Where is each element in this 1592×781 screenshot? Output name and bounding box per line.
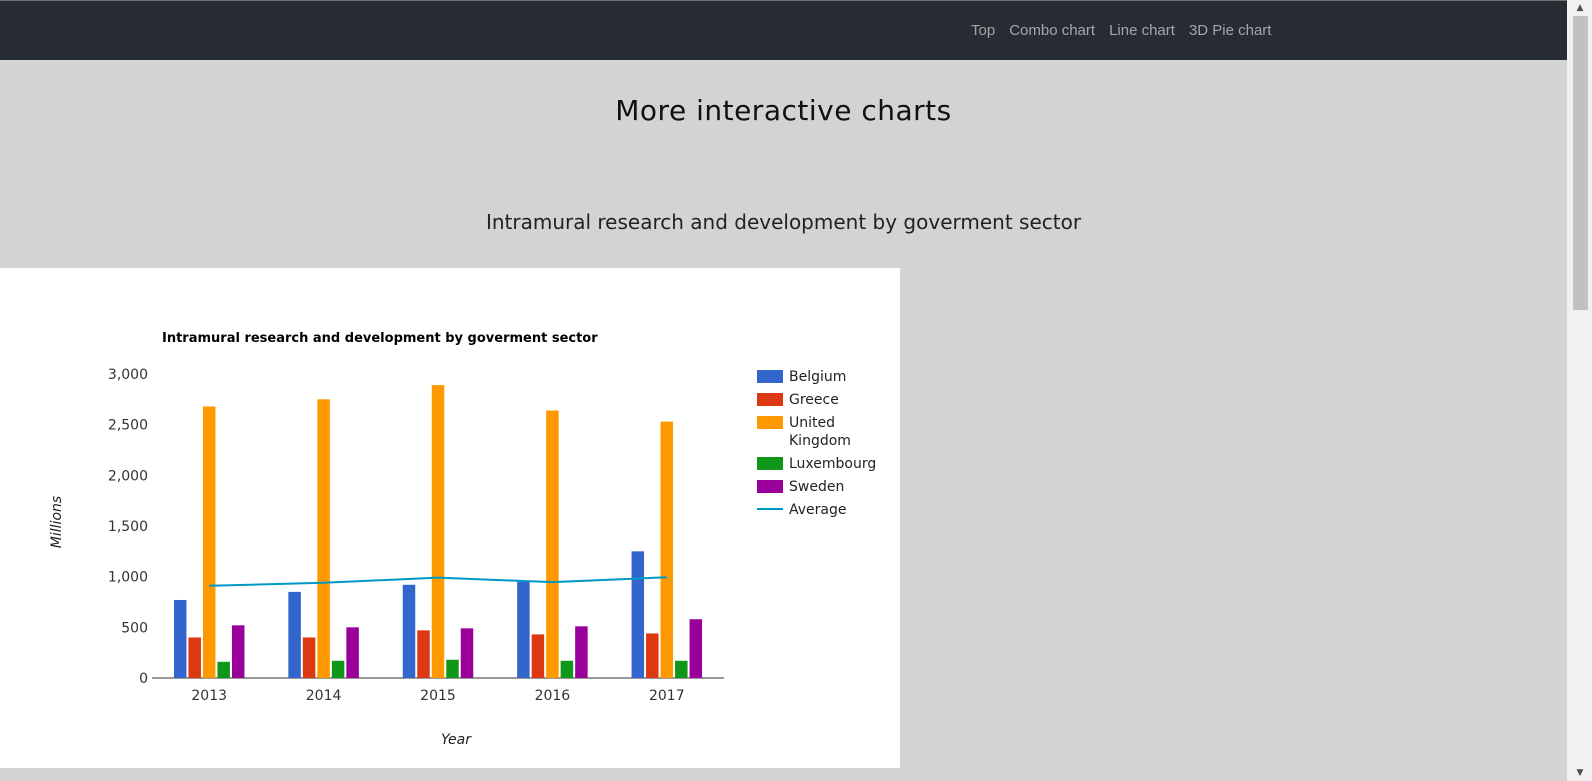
bar-sweden[interactable] xyxy=(231,625,245,678)
x-axis-ticks: 2013 2014 2015 2016 2017 xyxy=(191,688,684,704)
bar-luxembourg[interactable] xyxy=(560,660,574,678)
bar-belgium[interactable] xyxy=(288,591,301,678)
chart-title: Intramural research and development by g… xyxy=(162,331,598,346)
bar-sweden[interactable] xyxy=(689,619,703,678)
y-tick-label: 2,000 xyxy=(108,468,148,484)
legend-label-united-kingdom[interactable]: Kingdom xyxy=(789,433,851,449)
legend-label-luxembourg[interactable]: Luxembourg xyxy=(789,456,876,472)
bar-belgium[interactable] xyxy=(173,599,187,678)
x-tick-label: 2017 xyxy=(649,688,685,704)
y-tick-label: 500 xyxy=(121,620,148,636)
bar-united-kingdom[interactable] xyxy=(202,406,216,678)
bar-greece[interactable] xyxy=(188,637,201,678)
scroll-up-arrow-icon[interactable]: ▲ xyxy=(1576,3,1584,13)
chart-legend: Belgium Greece United Kingdom Luxembourg Swed… xyxy=(757,369,876,518)
legend-label-greece[interactable]: Greece xyxy=(789,392,839,408)
nav-link-combo-chart[interactable]: Combo chart xyxy=(1009,22,1096,39)
scroll-thumb[interactable] xyxy=(1573,16,1588,310)
bar-luxembourg[interactable] xyxy=(331,660,345,678)
bar-luxembourg[interactable] xyxy=(217,661,230,678)
legend-swatch-sweden[interactable] xyxy=(757,480,783,493)
bar-united-kingdom[interactable] xyxy=(660,421,674,678)
legend-swatch-belgium[interactable] xyxy=(757,370,783,383)
scroll-down-arrow-icon[interactable]: ▼ xyxy=(1576,768,1584,778)
section-title: Intramural research and development by g… xyxy=(485,210,1082,234)
nav-link-3d-pie-chart[interactable]: 3D Pie chart xyxy=(1188,22,1272,39)
nav-link-top[interactable]: Top xyxy=(971,22,996,39)
bar-luxembourg[interactable] xyxy=(675,660,688,678)
bar-belgium[interactable] xyxy=(631,551,645,678)
bar-series xyxy=(173,385,703,678)
x-tick-label: 2014 xyxy=(306,688,342,704)
page-title: More interactive charts xyxy=(615,94,952,127)
combo-chart: Intramural research and development by g… xyxy=(49,331,876,748)
y-axis-label: Millions xyxy=(49,496,65,548)
x-axis-label: Year xyxy=(441,732,472,748)
nav-link-line-chart[interactable]: Line chart xyxy=(1109,22,1175,39)
page-scrollbar[interactable]: ▲ ▼ xyxy=(1567,0,1592,781)
average-line[interactable] xyxy=(209,576,667,587)
nav-menu: Top Combo chart Line chart 3D Pie chart xyxy=(971,21,1271,41)
legend-label-average[interactable]: Average xyxy=(789,502,847,518)
bar-luxembourg[interactable] xyxy=(446,659,459,678)
combo-chart-card: Intramural research and development by g… xyxy=(0,268,900,768)
y-tick-label: 3,000 xyxy=(108,367,148,383)
bar-greece[interactable] xyxy=(646,633,659,678)
legend-swatch-greece[interactable] xyxy=(757,393,783,406)
bar-sweden[interactable] xyxy=(346,627,359,678)
average-line-series xyxy=(209,576,667,587)
bar-belgium[interactable] xyxy=(402,584,416,678)
bar-sweden[interactable] xyxy=(460,628,474,678)
y-tick-label: 1,500 xyxy=(108,519,148,535)
top-navbar: Top Combo chart Line chart 3D Pie chart xyxy=(0,0,1567,60)
bar-greece[interactable] xyxy=(417,630,430,678)
y-tick-label: 2,500 xyxy=(108,418,148,434)
x-tick-label: 2016 xyxy=(535,688,571,704)
bar-united-kingdom[interactable] xyxy=(317,399,330,678)
bar-greece[interactable] xyxy=(302,637,316,678)
x-tick-label: 2013 xyxy=(191,688,227,704)
legend-label-united-kingdom[interactable]: United xyxy=(789,415,835,431)
legend-swatch-united-kingdom[interactable] xyxy=(757,416,783,429)
x-tick-label: 2015 xyxy=(420,688,456,704)
bar-greece[interactable] xyxy=(531,634,545,678)
y-tick-label: 0 xyxy=(139,671,148,687)
legend-label-sweden[interactable]: Sweden xyxy=(789,479,844,495)
y-tick-label: 1,000 xyxy=(108,570,148,586)
bar-belgium[interactable] xyxy=(517,581,530,678)
legend-label-belgium[interactable]: Belgium xyxy=(789,369,846,385)
bar-united-kingdom[interactable] xyxy=(431,385,445,678)
bar-united-kingdom[interactable] xyxy=(546,410,559,678)
legend-swatch-luxembourg[interactable] xyxy=(757,457,783,470)
bar-sweden[interactable] xyxy=(575,626,588,678)
y-axis-ticks: 0 500 1,000 1,500 2,000 2,500 3,000 xyxy=(108,367,148,687)
